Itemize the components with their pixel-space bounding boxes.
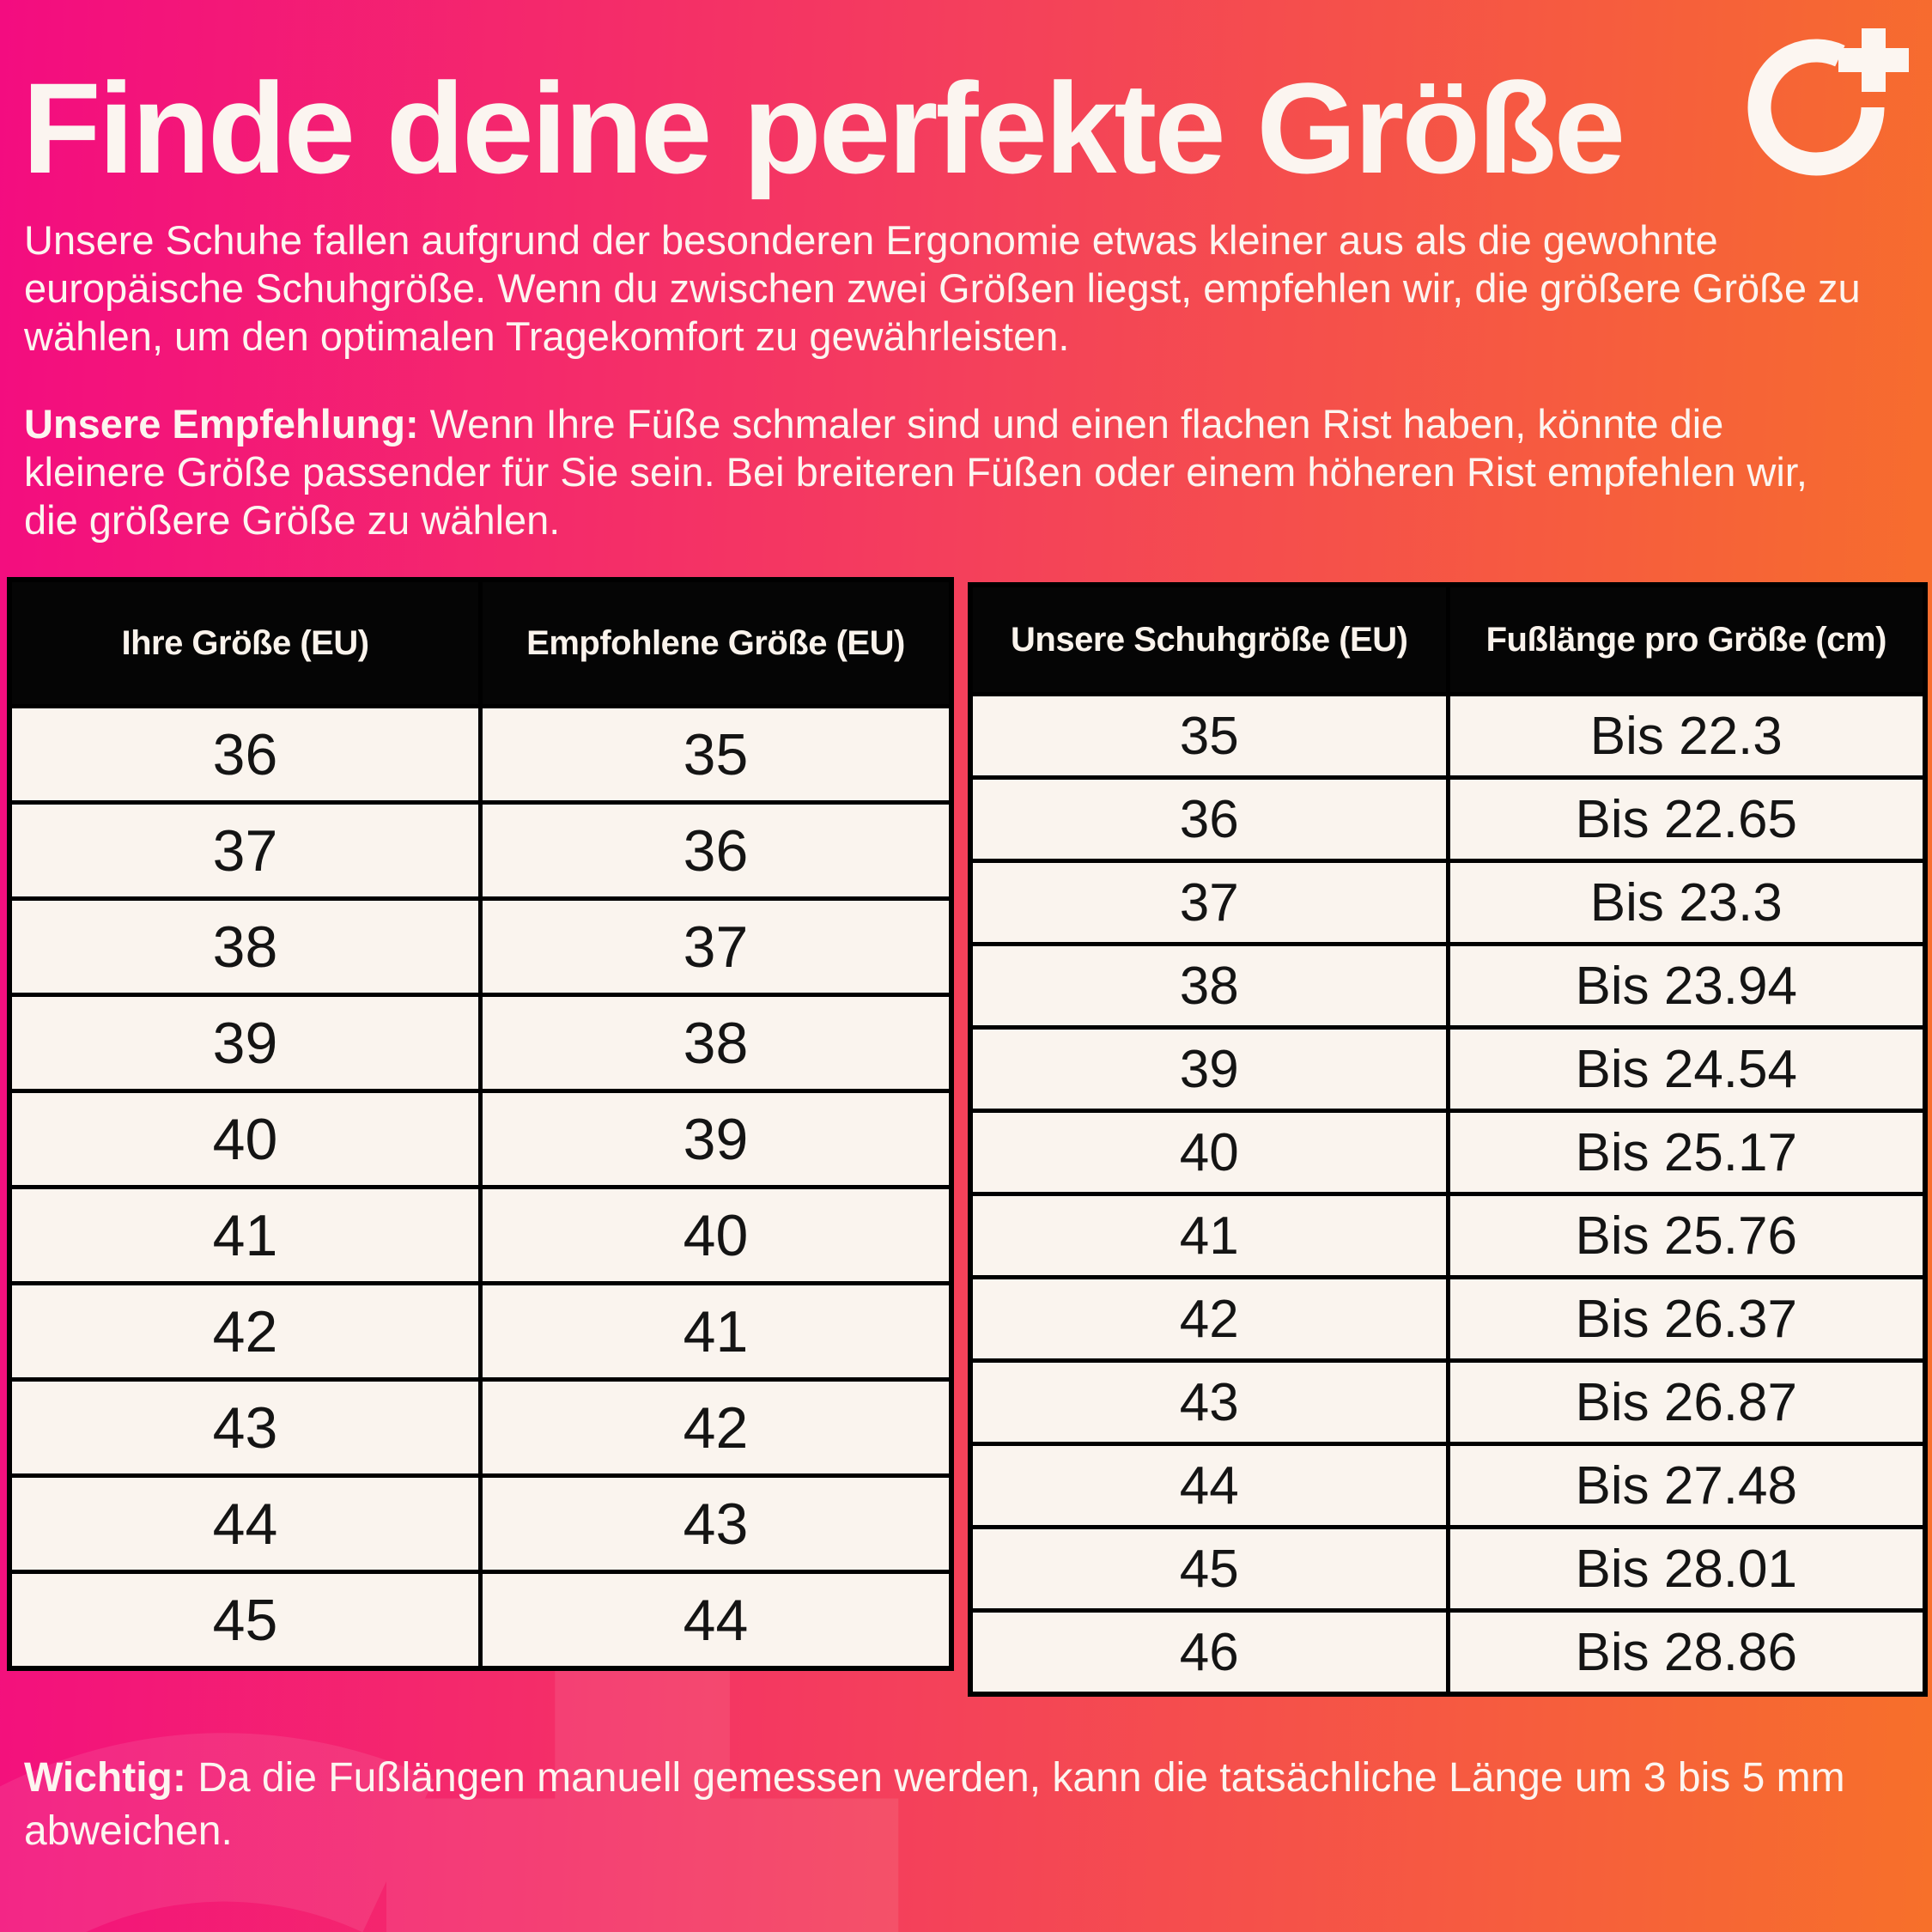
- size-conversion-table: Ihre Größe (EU) Empfohlene Größe (EU) 36 3…: [7, 577, 954, 1671]
- table-cell: 37: [478, 896, 954, 997]
- table-cell: 38: [968, 942, 1450, 1030]
- column-header: Ihre Größe (EU): [7, 577, 483, 708]
- table-cell: 37: [968, 859, 1450, 946]
- table-row: 37 36: [7, 800, 954, 901]
- table-row: 41 Bis 25.76: [968, 1192, 1928, 1279]
- table-cell: Bis 28.01: [1445, 1525, 1928, 1613]
- table-cell: Bis 25.17: [1445, 1109, 1928, 1196]
- table-row: 43 42: [7, 1377, 954, 1478]
- table-cell: 40: [968, 1109, 1450, 1196]
- column-header: Unsere Schuhgröße (EU): [968, 582, 1450, 696]
- table-row: 39 38: [7, 993, 954, 1093]
- table-row: 40 39: [7, 1089, 954, 1189]
- table-cell: 36: [478, 800, 954, 901]
- important-note-text: Da die Fußlängen manuell gemessen werden…: [24, 1755, 1845, 1854]
- recommendation-text: Wenn Ihre Füße schmaler sind und einen f…: [24, 401, 1807, 543]
- table-row: 42 Bis 26.37: [968, 1275, 1928, 1363]
- table-cell: Bis 22.3: [1445, 692, 1928, 780]
- table-cell: Bis 23.3: [1445, 859, 1928, 946]
- table-cell: 46: [968, 1608, 1450, 1697]
- column-header: Fußlänge pro Größe (cm): [1445, 582, 1928, 696]
- foot-length-table: Unsere Schuhgröße (EU) Fußlänge pro Größe…: [968, 582, 1928, 1697]
- table-cell: Bis 26.37: [1445, 1275, 1928, 1363]
- table-cell: Bis 26.87: [1445, 1358, 1928, 1446]
- table-cell: 36: [7, 704, 483, 805]
- table-cell: 43: [968, 1358, 1450, 1446]
- table-cell: 42: [478, 1377, 954, 1478]
- table-cell: 35: [968, 692, 1450, 780]
- table-cell: 35: [478, 704, 954, 805]
- column-header: Empfohlene Größe (EU): [478, 577, 954, 708]
- o-plus-logo-icon: [1735, 9, 1923, 189]
- table-row: 38 Bis 23.94: [968, 942, 1928, 1030]
- table-row: 40 Bis 25.17: [968, 1109, 1928, 1196]
- table-cell: Bis 25.76: [1445, 1192, 1928, 1279]
- table-cell: Bis 22.65: [1445, 775, 1928, 863]
- recommendation-label: Unsere Empfehlung:: [24, 401, 419, 447]
- table-row: 44 Bis 27.48: [968, 1442, 1928, 1529]
- table-row: 36 Bis 22.65: [968, 775, 1928, 863]
- table-cell: 37: [7, 800, 483, 901]
- table-cell: 38: [7, 896, 483, 997]
- table-body: 36 35 37 36 38 37 39 38 40 39 41 40 42 41 43 42 44 43 45 44: [7, 704, 954, 1671]
- table-cell: 36: [968, 775, 1450, 863]
- important-note-label: Wichtig:: [24, 1755, 186, 1801]
- table-cell: 42: [968, 1275, 1450, 1363]
- table-cell: 45: [968, 1525, 1450, 1613]
- table-row: 41 40: [7, 1185, 954, 1285]
- table-row: 45 Bis 28.01: [968, 1525, 1928, 1613]
- table-header-row: Ihre Größe (EU) Empfohlene Größe (EU): [7, 577, 954, 708]
- table-cell: 41: [7, 1185, 483, 1285]
- table-row: 42 41: [7, 1281, 954, 1382]
- table-row: 39 Bis 24.54: [968, 1025, 1928, 1113]
- table-cell: 44: [7, 1473, 483, 1574]
- table-row: 37 Bis 23.3: [968, 859, 1928, 946]
- table-row: 36 35: [7, 704, 954, 805]
- table-cell: 44: [968, 1442, 1450, 1529]
- table-body: 35 Bis 22.3 36 Bis 22.65 37 Bis 23.3 38 Bis 23.…: [968, 692, 1928, 1697]
- table-cell: Bis 23.94: [1445, 942, 1928, 1030]
- table-cell: Bis 24.54: [1445, 1025, 1928, 1113]
- table-cell: 41: [478, 1281, 954, 1382]
- table-row: 35 Bis 22.3: [968, 692, 1928, 780]
- table-cell: 38: [478, 993, 954, 1093]
- intro-paragraph: Unsere Schuhe fallen aufgrund der besond…: [24, 217, 1861, 359]
- table-cell: 45: [7, 1570, 483, 1671]
- table-cell: 39: [7, 993, 483, 1093]
- table-row: 46 Bis 28.86: [968, 1608, 1928, 1697]
- table-cell: 41: [968, 1192, 1450, 1279]
- table-cell: 44: [478, 1570, 954, 1671]
- table-cell: Bis 28.86: [1445, 1608, 1928, 1697]
- table-row: 38 37: [7, 896, 954, 997]
- table-cell: 40: [478, 1185, 954, 1285]
- table-cell: 39: [968, 1025, 1450, 1113]
- table-cell: 43: [478, 1473, 954, 1574]
- table-row: 45 44: [7, 1570, 954, 1671]
- table-header-row: Unsere Schuhgröße (EU) Fußlänge pro Größe…: [968, 582, 1928, 696]
- table-cell: 39: [478, 1089, 954, 1189]
- page-title: Finde deine perfekte Größe: [22, 56, 1625, 200]
- table-cell: 40: [7, 1089, 483, 1189]
- table-cell: 43: [7, 1377, 483, 1478]
- important-note: Wichtig: Da die Fußlängen manuell gemess…: [24, 1752, 1879, 1858]
- table-cell: Bis 27.48: [1445, 1442, 1928, 1529]
- table-cell: 42: [7, 1281, 483, 1382]
- table-row: 44 43: [7, 1473, 954, 1574]
- recommendation-paragraph: Unsere Empfehlung: Wenn Ihre Füße schmal…: [24, 400, 1870, 544]
- table-row: 43 Bis 26.87: [968, 1358, 1928, 1446]
